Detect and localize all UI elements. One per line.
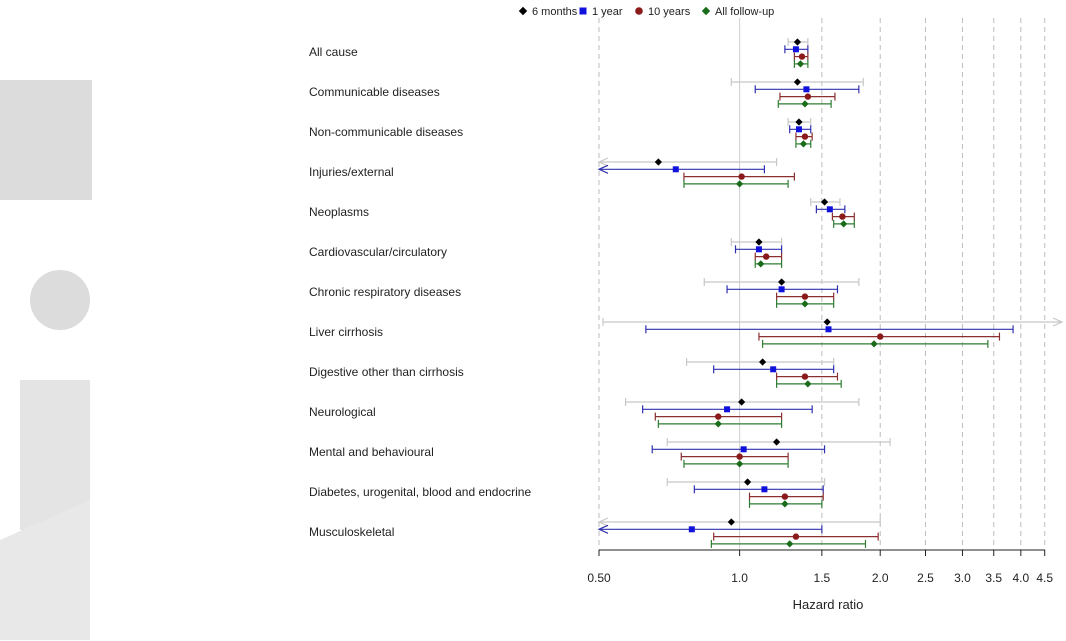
point-estimate bbox=[736, 460, 744, 468]
x-axis: Hazard ratio 0.50 1.0 1.5 2.0 2.5 3.0 3.5 4.0 4.… bbox=[587, 549, 1053, 612]
point-estimate bbox=[761, 486, 768, 493]
point-estimate bbox=[796, 60, 805, 68]
x-tick-label: 2.0 bbox=[872, 571, 889, 585]
point-estimate bbox=[795, 118, 803, 126]
point-estimate bbox=[825, 326, 832, 333]
point-estimate bbox=[839, 213, 846, 220]
watermark-triangle bbox=[0, 500, 90, 640]
row-label: Mental and behavioural bbox=[309, 445, 434, 459]
point-estimate bbox=[792, 533, 800, 540]
point-estimate bbox=[804, 380, 812, 388]
point-estimate bbox=[755, 238, 763, 246]
point-estimate bbox=[762, 253, 770, 260]
point-estimate bbox=[672, 166, 679, 173]
reference-lines bbox=[598, 18, 1046, 550]
legend-marker bbox=[701, 6, 711, 16]
point-estimate bbox=[715, 413, 722, 420]
point-estimate bbox=[770, 366, 777, 373]
point-estimate bbox=[757, 260, 765, 268]
legend-marker bbox=[635, 7, 643, 15]
row-label: All cause bbox=[309, 45, 358, 59]
point-estimate bbox=[781, 493, 789, 500]
row-label: Liver cirrhosis bbox=[309, 325, 383, 339]
x-tick-label: 3.0 bbox=[954, 571, 971, 585]
row-label: Musculoskeletal bbox=[309, 525, 394, 539]
point-estimate bbox=[798, 53, 806, 60]
row-label: Chronic respiratory diseases bbox=[309, 285, 461, 299]
point-estimate bbox=[738, 398, 746, 406]
point-estimate bbox=[801, 373, 809, 380]
row-label: Injuries/external bbox=[309, 165, 394, 179]
point-estimate bbox=[714, 420, 722, 428]
point-estimate bbox=[736, 453, 743, 460]
estimate-marks bbox=[597, 38, 1064, 548]
watermark-block bbox=[0, 80, 92, 200]
row-label: Neoplasms bbox=[309, 205, 369, 219]
point-estimate bbox=[759, 358, 767, 366]
point-estimate bbox=[820, 198, 829, 206]
point-estimate bbox=[772, 438, 781, 446]
ci-arrow-left bbox=[597, 164, 609, 174]
legend-marker bbox=[518, 6, 528, 16]
point-estimate bbox=[740, 446, 747, 453]
point-estimate bbox=[778, 286, 785, 293]
point-estimate bbox=[743, 478, 752, 486]
ci-arrow-left bbox=[597, 157, 609, 167]
point-estimate bbox=[781, 500, 789, 508]
row-label: Neurological bbox=[309, 405, 376, 419]
point-estimate bbox=[793, 38, 802, 46]
point-estimate bbox=[778, 278, 786, 286]
point-estimate bbox=[738, 173, 745, 180]
point-estimate bbox=[792, 46, 799, 53]
point-estimate bbox=[793, 78, 802, 86]
legend-label: 1 year bbox=[592, 6, 623, 18]
ci-arrow-right bbox=[1052, 317, 1064, 327]
legend-label: All follow-up bbox=[715, 6, 774, 18]
point-estimate bbox=[786, 540, 794, 548]
legend: 6 months 1 year 10 years All follow-up bbox=[518, 6, 774, 18]
x-tick-label: 4.0 bbox=[1012, 571, 1029, 585]
point-estimate bbox=[736, 180, 744, 188]
ci-arrow-left bbox=[597, 524, 609, 534]
point-estimate bbox=[801, 100, 809, 108]
row-labels: All cause Communicable diseases Non-commun… bbox=[309, 45, 531, 539]
point-estimate bbox=[801, 133, 809, 140]
x-tick-label: 1.0 bbox=[731, 571, 748, 585]
point-estimate bbox=[870, 340, 878, 348]
watermark-block bbox=[20, 380, 90, 530]
watermark-circle bbox=[30, 270, 90, 330]
point-estimate bbox=[801, 293, 809, 300]
point-estimate bbox=[801, 300, 809, 308]
point-estimate bbox=[795, 126, 802, 133]
x-tick-label: 1.5 bbox=[814, 571, 831, 585]
point-estimate bbox=[803, 86, 810, 93]
point-estimate bbox=[804, 93, 812, 100]
ci-arrow-left bbox=[597, 517, 609, 527]
legend-label: 6 months bbox=[532, 6, 578, 18]
watermark-shapes bbox=[0, 80, 92, 640]
point-estimate bbox=[724, 406, 731, 413]
row-label: Digestive other than cirrhosis bbox=[309, 365, 464, 379]
x-tick-label: 2.5 bbox=[917, 571, 934, 585]
x-tick-label: 3.5 bbox=[985, 571, 1002, 585]
point-estimate bbox=[799, 140, 808, 148]
point-estimate bbox=[755, 246, 762, 253]
legend-label: 10 years bbox=[648, 6, 691, 18]
point-estimate bbox=[727, 518, 735, 526]
point-estimate bbox=[823, 318, 831, 326]
x-axis-title: Hazard ratio bbox=[793, 597, 864, 612]
point-estimate bbox=[877, 333, 884, 340]
row-label: Diabetes, urogenital, blood and endocrin… bbox=[309, 485, 531, 499]
row-label: Cardiovascular/circulatory bbox=[309, 245, 447, 259]
row-label: Non-communicable diseases bbox=[309, 125, 463, 139]
legend-marker bbox=[579, 7, 587, 15]
point-estimate bbox=[654, 158, 662, 166]
point-estimate bbox=[688, 526, 695, 533]
point-estimate bbox=[840, 220, 848, 228]
point-estimate bbox=[826, 206, 833, 213]
x-tick-label: 4.5 bbox=[1036, 571, 1053, 585]
x-tick-label: 0.50 bbox=[587, 571, 611, 585]
row-label: Communicable diseases bbox=[309, 85, 440, 99]
